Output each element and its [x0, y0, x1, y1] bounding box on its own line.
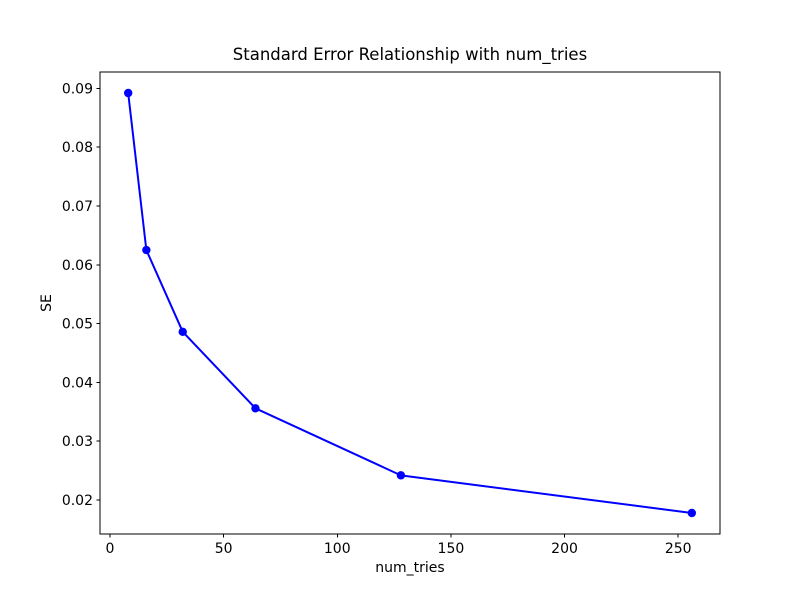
y-axis-label: SE [39, 294, 55, 312]
data-point-marker [178, 327, 187, 337]
x-tick-label: 0 [106, 541, 115, 557]
x-tick-label: 150 [438, 541, 465, 557]
y-tick-label: 0.06 [62, 258, 93, 274]
data-point-marker [396, 471, 406, 480]
x-tick-label: 100 [324, 541, 351, 557]
data-point-marker [251, 404, 260, 413]
se-line-series [127, 92, 693, 514]
axes-spines [99, 71, 721, 535]
y-tick-label: 0.04 [62, 375, 93, 391]
chart-title: Standard Error Relationship with num_tri… [233, 45, 587, 65]
y-tick-label: 0.07 [62, 199, 93, 215]
y-tick-label: 0.02 [62, 493, 93, 509]
y-tick-label: 0.09 [62, 81, 93, 97]
y-tick-label: 0.08 [62, 140, 93, 156]
x-tick-label: 50 [215, 541, 233, 557]
y-tick-label: 0.03 [62, 434, 93, 450]
x-tick-label: 250 [665, 541, 692, 557]
plot-area: 0 50 100 150 200 250 0.02 0.03 0.04 0.05 0.06 0.07 0… [62, 71, 721, 557]
x-axis-label: num_tries [375, 560, 444, 576]
x-tick-label: 200 [551, 541, 578, 557]
data-point-marker [142, 245, 151, 255]
data-point-marker [687, 508, 697, 518]
y-tick-label: 0.05 [62, 317, 93, 333]
data-point-marker [123, 88, 133, 98]
